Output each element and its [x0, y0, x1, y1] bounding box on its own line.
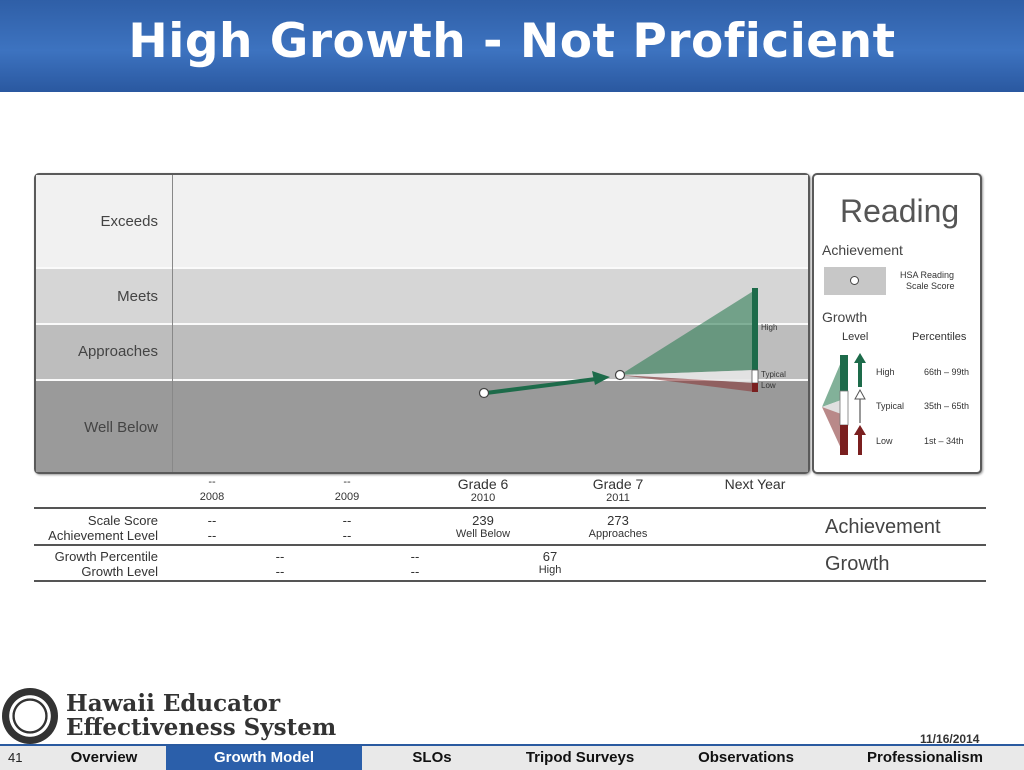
brand-line-2: Effectiveness System: [66, 714, 336, 741]
legend-level-low: Low: [876, 436, 893, 446]
col-year-2011: 2011: [573, 492, 663, 504]
growth-plot: High Typical Low: [36, 175, 808, 472]
score-marker-grade6: [480, 389, 489, 398]
table-rule-top: [34, 507, 986, 509]
growth-pct-1: --: [250, 549, 310, 564]
brand-line-1: Hawaii Educator: [66, 690, 280, 717]
page-number: 41: [8, 746, 22, 770]
legend-growth-label: Growth: [822, 309, 867, 325]
growth-lvl-1: --: [250, 564, 310, 579]
col-grade-2010: Grade 6: [438, 476, 528, 492]
score-marker-grade7: [616, 371, 625, 380]
col-year-2010: 2010: [438, 492, 528, 504]
legend-marker-label-1: HSA Reading: [900, 270, 954, 280]
growth-bar-typical: [752, 370, 758, 383]
cone-label-high: High: [761, 323, 777, 332]
legend-achievement-label: Achievement: [822, 242, 903, 258]
col-year-2008: 2008: [182, 491, 242, 503]
legend-marker-label-2: Scale Score: [906, 281, 955, 291]
growth-chart-panel: Exceeds Meets Approaches Well Below High…: [34, 173, 810, 474]
legend-panel: Reading Achievement HSA Reading Scale Sc…: [812, 173, 982, 474]
legend-level-typical: Typical: [876, 401, 904, 411]
nav-tripod-surveys[interactable]: Tripod Surveys: [500, 746, 660, 770]
growth-pct-2: --: [385, 549, 445, 564]
legend-percentiles-header: Percentiles: [912, 331, 966, 343]
growth-arrow-line: [486, 379, 596, 393]
ach-2010: Well Below: [438, 528, 528, 540]
legend-marker-icon: [850, 276, 859, 285]
legend-title: Reading: [840, 193, 959, 230]
row-label-growth-level: Growth Level: [34, 564, 158, 579]
col-grade-next: Next Year: [700, 476, 810, 492]
cone-label-typical: Typical: [761, 370, 786, 379]
seal-logo: [2, 688, 58, 744]
cone-label-low: Low: [761, 381, 776, 390]
col-grade-2009: --: [317, 476, 377, 488]
row-label-growth-percentile: Growth Percentile: [34, 549, 158, 564]
growth-pct-3: 67: [510, 549, 590, 564]
col-grade-2011: Grade 7: [573, 476, 663, 492]
section-label-achievement: Achievement: [825, 516, 941, 539]
legend-range-high: 66th – 99th: [924, 367, 969, 377]
section-label-growth: Growth: [825, 553, 889, 576]
growth-arrow-head: [592, 371, 610, 385]
nav-growth-model[interactable]: Growth Model: [166, 746, 362, 770]
legend-cone: [818, 347, 878, 457]
col-grade-2008: --: [182, 476, 242, 488]
growth-lvl-2: --: [385, 564, 445, 579]
growth-cone-high: [620, 290, 755, 375]
title-bar: High Growth - Not Proficient: [0, 0, 1024, 92]
score-table: -- 2008 -- 2009 Grade 6 2010 Grade 7 201…: [0, 476, 1024, 586]
row-label-achievement-level: Achievement Level: [34, 528, 158, 543]
legend-range-low: 1st – 34th: [924, 436, 964, 446]
col-year-2009: 2009: [317, 491, 377, 503]
nav-professionalism[interactable]: Professionalism: [832, 746, 1018, 770]
growth-bar-high: [752, 288, 758, 370]
ach-2011: Approaches: [573, 528, 663, 540]
slide-title: High Growth - Not Proficient: [0, 14, 1024, 69]
legend-range-typical: 35th – 65th: [924, 401, 969, 411]
ach-2009: --: [317, 528, 377, 543]
table-rule-bottom: [34, 580, 986, 582]
legend-marker-box: [824, 267, 886, 295]
row-label-scale-score: Scale Score: [34, 513, 158, 528]
scale-2011: 273: [573, 513, 663, 528]
nav-overview[interactable]: Overview: [46, 746, 162, 770]
growth-bar-low: [752, 383, 758, 392]
scale-2010: 239: [438, 513, 528, 528]
nav-slos[interactable]: SLOs: [368, 746, 496, 770]
scale-2008: --: [182, 513, 242, 528]
ach-2008: --: [182, 528, 242, 543]
legend-level-high: High: [876, 367, 895, 377]
footer-nav: 41 Overview Growth Model SLOs Tripod Sur…: [0, 744, 1024, 770]
scale-2009: --: [317, 513, 377, 528]
legend-level-header: Level: [842, 331, 868, 343]
table-rule-mid: [34, 544, 986, 546]
growth-lvl-3: High: [510, 564, 590, 576]
nav-observations[interactable]: Observations: [664, 746, 828, 770]
